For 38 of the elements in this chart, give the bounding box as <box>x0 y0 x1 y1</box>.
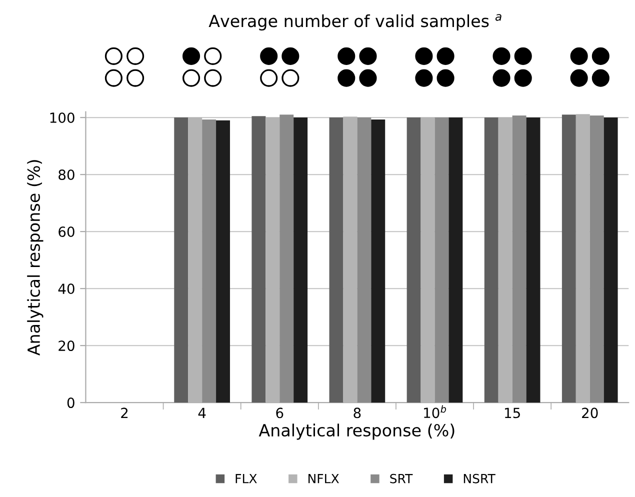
bar <box>562 114 576 403</box>
x-tick-label: 15 <box>505 408 520 418</box>
bar <box>604 118 618 403</box>
x-tick-label: 4 <box>198 408 206 418</box>
bar <box>406 118 421 403</box>
legend-label: SRT <box>390 474 413 484</box>
bar <box>434 118 449 403</box>
y-axis-title: Analytical response (%) <box>27 160 44 356</box>
bar <box>371 120 386 403</box>
y-tick-label: 80 <box>58 170 74 180</box>
y-tick-label: 40 <box>58 284 74 294</box>
x-tick-label: 10$^{b}$ <box>424 405 446 418</box>
bar <box>294 118 308 403</box>
bar <box>448 118 463 403</box>
bar <box>280 114 294 403</box>
legend-label: NFLX <box>308 474 339 484</box>
bar <box>174 118 188 403</box>
y-tick-label: 60 <box>58 226 74 238</box>
x-tick-label: 20 <box>582 408 598 418</box>
bar <box>526 118 540 403</box>
legend-label: NSRT <box>464 474 496 484</box>
x-tick-label: 6 <box>276 408 284 418</box>
y-tick-label: 100 <box>50 112 74 123</box>
bar <box>216 120 230 403</box>
bar <box>357 118 372 403</box>
legend-label: FLX <box>236 474 257 484</box>
x-tick-label: 8 <box>354 408 361 418</box>
x-tick-label: 2 <box>121 408 128 418</box>
y-tick-label: 0 <box>67 398 74 408</box>
bar <box>252 116 266 403</box>
bar <box>484 118 498 403</box>
bar <box>202 120 216 403</box>
chart-title: Average number of valid samples $^{a}$ <box>208 14 502 30</box>
bar <box>512 116 526 403</box>
bar <box>590 116 604 403</box>
x-axis-title: Analytical response (%) <box>258 424 454 440</box>
bar <box>329 118 344 403</box>
y-tick-label: 20 <box>58 340 74 352</box>
